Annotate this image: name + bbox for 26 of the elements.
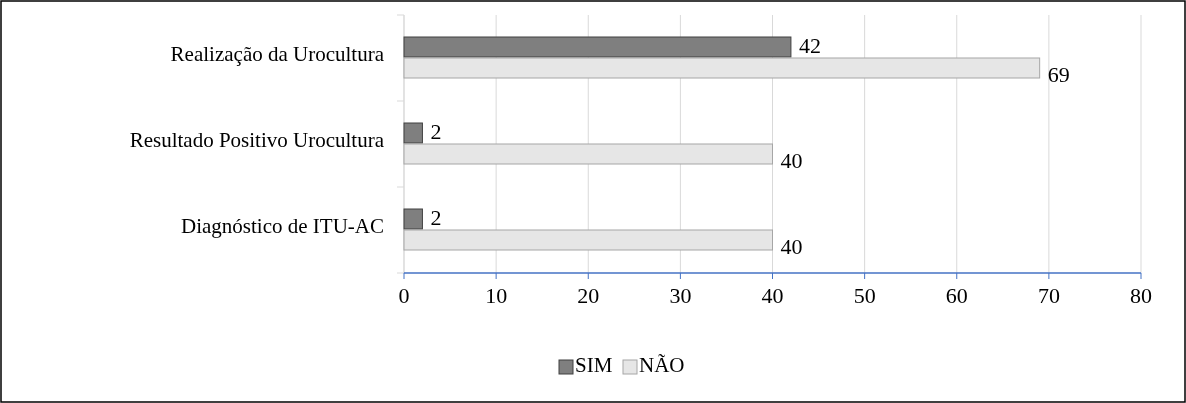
bar — [403, 208, 423, 230]
x-tick-label: 20 — [577, 283, 600, 308]
x-tick-label: 50 — [853, 283, 876, 308]
bar — [403, 57, 1041, 79]
data-label: 2 — [430, 204, 442, 230]
x-tick-label: 30 — [669, 283, 692, 308]
data-label: 42 — [798, 32, 821, 58]
bar — [403, 36, 792, 58]
data-label: 2 — [430, 118, 442, 144]
bar — [403, 122, 423, 144]
legend-label: SIM — [575, 352, 613, 377]
bar — [403, 143, 773, 165]
data-label: 69 — [1047, 61, 1070, 87]
y-tick-label: Realização da Urocultura — [170, 41, 385, 66]
x-tick-label: 40 — [761, 283, 784, 308]
x-tick-label: 10 — [485, 283, 508, 308]
y-tick-label: Diagnóstico de ITU-AC — [181, 213, 384, 238]
data-label: 40 — [780, 147, 803, 173]
y-tick-label: Resultado Positivo Urocultura — [129, 127, 385, 152]
data-label: 40 — [780, 233, 803, 259]
legend-label: NÃO — [639, 352, 685, 377]
bar — [403, 229, 773, 251]
x-tick-label: 60 — [945, 283, 968, 308]
x-tick-label: 0 — [398, 283, 410, 308]
x-tick-label: 80 — [1130, 283, 1152, 308]
x-tick-label: 70 — [1037, 283, 1060, 308]
